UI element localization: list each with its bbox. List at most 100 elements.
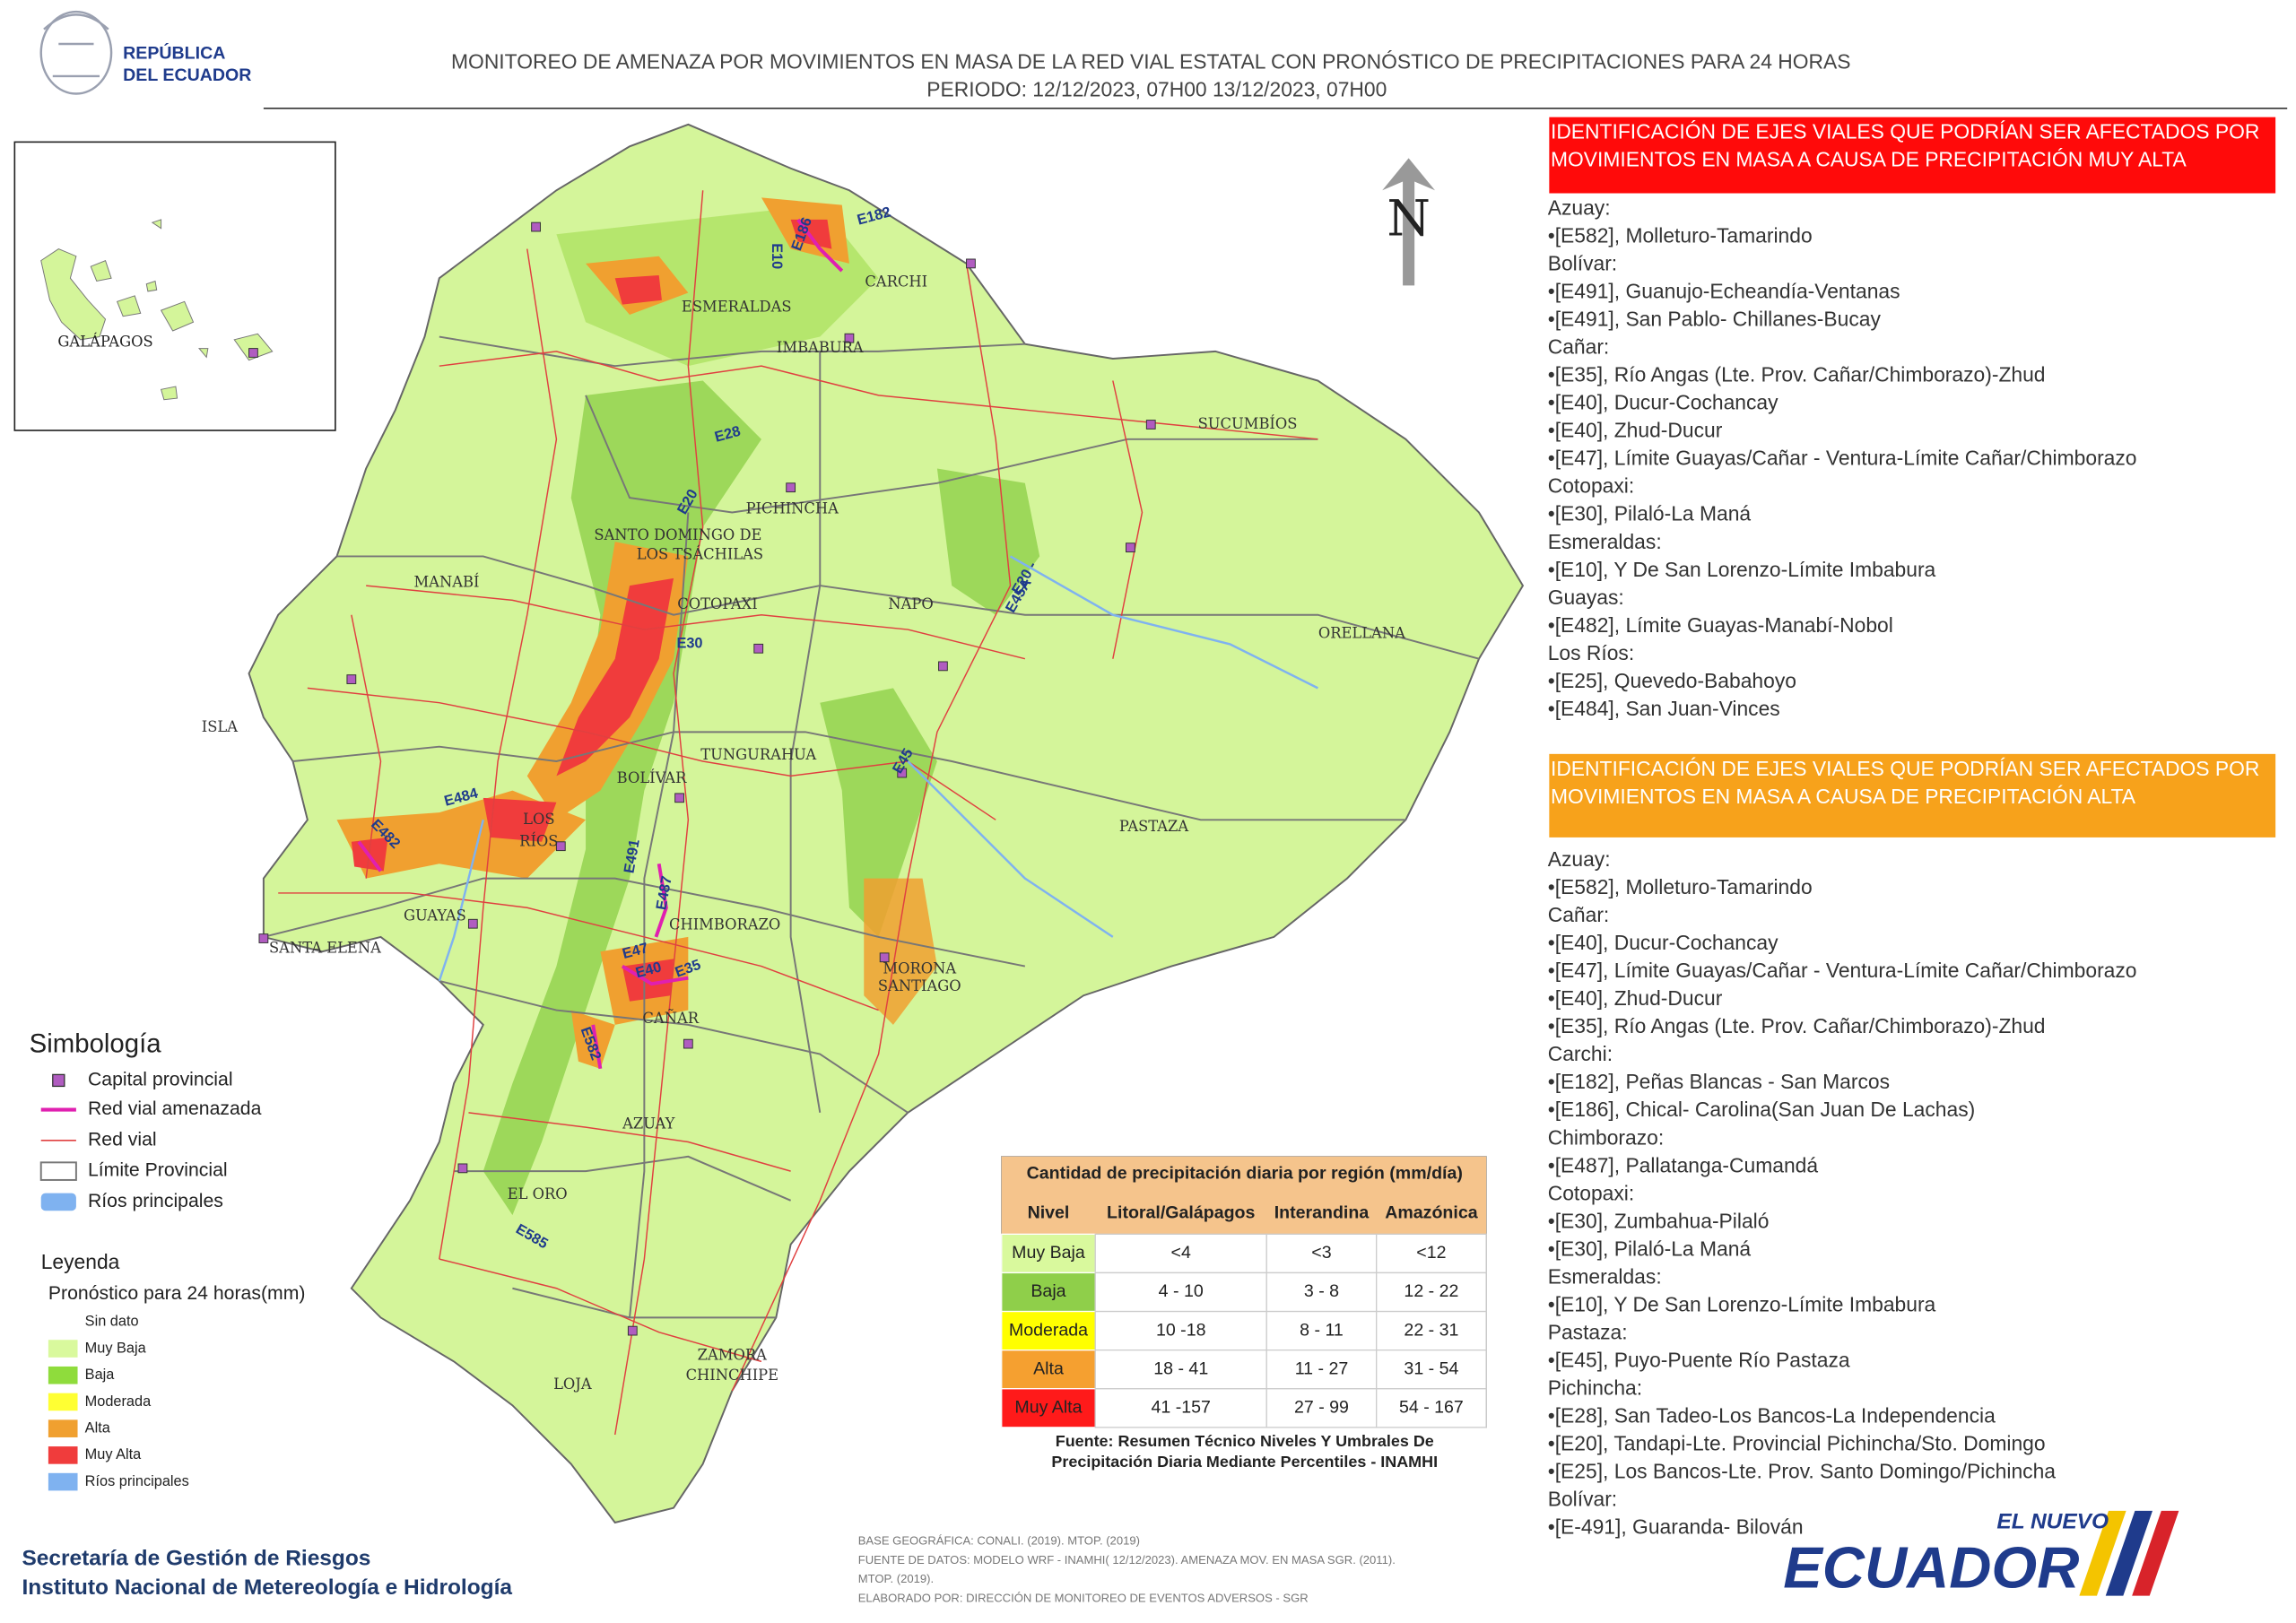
table-cell-bg xyxy=(1094,1271,1267,1313)
legend-label: Muy Baja xyxy=(85,1340,147,1356)
table-cell: <4 xyxy=(1171,1243,1191,1263)
province-label: ZAMORA xyxy=(698,1346,767,1363)
table-level-cell xyxy=(1001,1271,1096,1313)
galapagos-islands xyxy=(40,219,274,401)
panel-line: Guayas: xyxy=(1548,586,1624,609)
legend-swatch xyxy=(48,1366,78,1384)
road-label: E10 xyxy=(769,243,785,269)
organization: Secretaría de Gestión de Riesgos xyxy=(22,1546,370,1570)
province-label: NAPO xyxy=(888,595,933,612)
table-cell: 3 - 8 xyxy=(1304,1281,1339,1301)
table-cell: 11 - 27 xyxy=(1295,1358,1349,1378)
province-label: LOS xyxy=(523,811,554,828)
legend-swatch xyxy=(48,1472,78,1491)
province-label: AZUAY xyxy=(622,1115,674,1132)
table-level-cell xyxy=(1001,1388,1096,1428)
panel-title: MOVIMIENTOS EN MASA A CAUSA DE PRECIPITA… xyxy=(1551,148,2187,171)
panel-line: Cotopaxi: xyxy=(1548,1181,1635,1204)
table-cell: Muy Alta xyxy=(1014,1397,1082,1417)
legend-label: Muy Alta xyxy=(85,1446,142,1462)
panel-line: Los Ríos: xyxy=(1548,641,1635,664)
panel-line: Cañar: xyxy=(1548,335,1610,359)
province-label: CARCHI xyxy=(865,273,927,291)
panel-line: •[E484], San Juan-Vinces xyxy=(1548,697,1780,720)
brand: ECUADOR xyxy=(1783,1535,2079,1601)
table-cell-bg xyxy=(1376,1388,1487,1428)
table-cell: 54 - 167 xyxy=(1399,1397,1464,1417)
legend-label: Moderada xyxy=(85,1393,152,1410)
legend-title: Simbología xyxy=(30,1029,162,1059)
rivers xyxy=(438,555,1318,982)
legend-swatch xyxy=(39,1161,77,1181)
table-cell: 31 - 54 xyxy=(1404,1358,1458,1378)
logo-emblem xyxy=(39,10,113,95)
legend-label: Sin dato xyxy=(85,1314,139,1330)
table-level-cell xyxy=(1001,1233,1096,1274)
table-cell: 41 -157 xyxy=(1152,1397,1211,1417)
legend-swatch xyxy=(48,1419,78,1437)
mainland xyxy=(248,123,1525,1524)
legend-swatch xyxy=(48,1446,78,1464)
legend-swatch xyxy=(52,1073,65,1088)
panel-line: •[E582], Molleturo-Tamarindo xyxy=(1548,224,1813,247)
panel-line: Azuay: xyxy=(1548,847,1611,871)
table-header: Amazónica xyxy=(1385,1203,1478,1223)
legend-label: Alta xyxy=(85,1419,111,1436)
table-cell: 8 - 11 xyxy=(1300,1320,1344,1340)
brand-stripes xyxy=(2079,1510,2179,1596)
province-label: SUCUMBÍOS xyxy=(1198,414,1298,432)
credit-line: BASE GEOGRÁFICA: CONALI. (2019). MTOP. (… xyxy=(858,1534,1140,1548)
table-title: Cantidad de precipitación diaria por reg… xyxy=(1027,1164,1463,1184)
map-period: PERIODO: 12/12/2023, 07H00 13/12/2023, 0… xyxy=(926,77,1387,100)
panel-line: •[E186], Chical- Carolina(San Juan De La… xyxy=(1548,1098,1976,1121)
table-cell-bg xyxy=(1265,1233,1378,1274)
province-label: ISLA xyxy=(202,718,238,735)
province-label: PASTAZA xyxy=(1119,818,1189,835)
table-source: Precipitación Diaria Mediante Percentile… xyxy=(1051,1453,1438,1471)
legend-label: Baja xyxy=(85,1367,116,1383)
province-label: COTOPAXI xyxy=(677,595,757,612)
brand: EL NUEVO xyxy=(1996,1509,2109,1533)
credit-line: ELABORADO POR: DIRECCIÓN DE MONITOREO DE… xyxy=(858,1591,1309,1604)
province-label: CAÑAR xyxy=(642,1009,699,1027)
table-cell-bg xyxy=(1376,1350,1487,1390)
capital-markers xyxy=(258,221,1156,1336)
panel-line: •[E45], Puyo-Puente Río Pastaza xyxy=(1548,1348,1850,1371)
logo-text: DEL ECUADOR xyxy=(123,65,251,85)
panel-line: •[E25], Los Bancos-Lte. Prov. Santo Domi… xyxy=(1548,1460,2057,1483)
panel-line: Pichincha: xyxy=(1548,1376,1642,1399)
table-cell-bg xyxy=(1265,1310,1378,1351)
legend-label: Red vial xyxy=(88,1129,157,1150)
province-label: CHIMBORAZO xyxy=(669,916,780,933)
table-cell: 4 - 10 xyxy=(1159,1281,1204,1301)
table-cell: Muy Baja xyxy=(1012,1243,1085,1263)
province-label: SANTO DOMINGO DE xyxy=(594,526,761,543)
province-label: SANTA ELENA xyxy=(269,939,381,956)
province-label: EL ORO xyxy=(508,1185,568,1202)
table-cell: 18 - 41 xyxy=(1153,1358,1208,1378)
panel-line: Pastaza: xyxy=(1548,1320,1628,1343)
table-level-cell xyxy=(1001,1350,1096,1390)
panel-line: •[E40], Zhud-Ducur xyxy=(1548,986,1723,1010)
panel-title: IDENTIFICACIÓN DE EJES VIALES QUE PODRÍA… xyxy=(1551,120,2259,143)
province-label: ESMERALDAS xyxy=(682,298,792,315)
panel-line: •[E40], Zhud-Ducur xyxy=(1548,419,1723,442)
legend-label: Ríos principales xyxy=(88,1191,223,1211)
panel-line: •[E491], San Pablo- Chillanes-Bucay xyxy=(1548,308,1882,331)
panel-line: •[E491], Guanujo-Echeandía-Ventanas xyxy=(1548,280,1900,303)
province-label: GALÁPAGOS xyxy=(57,333,152,351)
table-cell: <3 xyxy=(1311,1243,1331,1263)
north-label: N xyxy=(1387,190,1431,248)
panel-line: Bolívar: xyxy=(1548,1488,1617,1511)
panel-line: Cotopaxi: xyxy=(1548,474,1635,498)
table-header: Litoral/Galápagos xyxy=(1107,1203,1255,1223)
panel-line: •[E25], Quevedo-Babahoyo xyxy=(1548,669,1796,692)
panel-line: •[E30], Zumbahua-Pilaló xyxy=(1548,1209,1770,1232)
table-source: Fuente: Resumen Técnico Niveles Y Umbral… xyxy=(1056,1432,1434,1450)
legend-swatch xyxy=(40,1193,76,1211)
threatened-roads xyxy=(357,218,844,1070)
panel-line: •[E482], Límite Guayas-Manabí-Nobol xyxy=(1548,613,1893,637)
panel-line: •[E582], Molleturo-Tamarindo xyxy=(1548,875,1813,898)
